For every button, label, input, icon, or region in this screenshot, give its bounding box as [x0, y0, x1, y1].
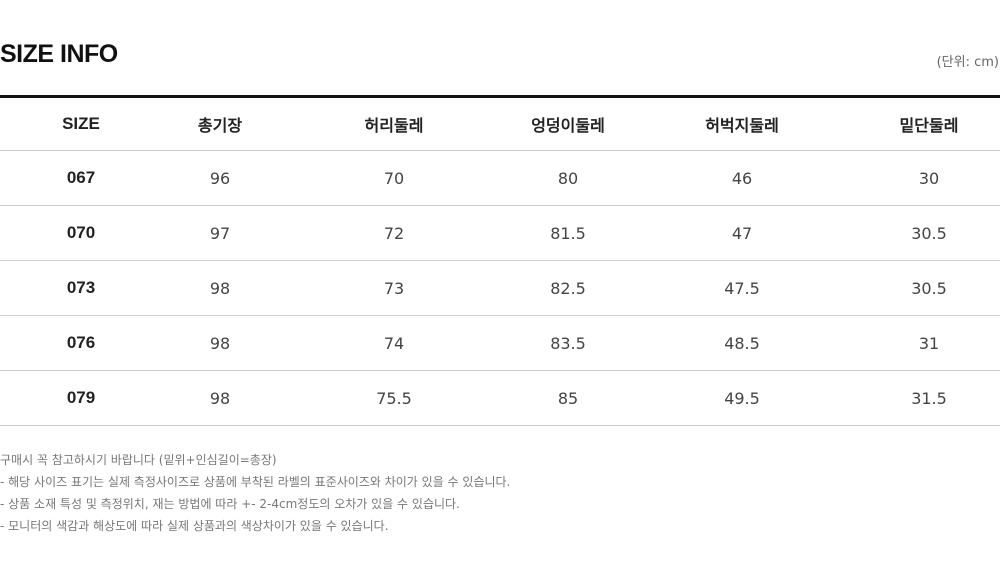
hem-cell: 31.5 [858, 370, 1000, 426]
size-cell: 076 [0, 315, 162, 371]
hem-cell: 30.5 [858, 205, 1000, 261]
size-table: SIZE 총기장 허리둘레 엉덩이둘레 허벅지둘레 밑단둘레 067 96 70… [0, 95, 1000, 426]
size-cell: 079 [0, 370, 162, 426]
size-cell: 067 [0, 150, 162, 206]
header-waist: 허리둘레 [278, 96, 510, 151]
waist-cell: 72 [278, 205, 510, 261]
thigh-cell: 46 [626, 150, 858, 206]
note-line: 구매시 꼭 참고하시기 바랍니다 (밑위+인심길이=총장) [0, 453, 277, 467]
total-length-cell: 96 [162, 150, 278, 206]
hem-cell: 30 [858, 150, 1000, 206]
waist-cell: 70 [278, 150, 510, 206]
table-row: 076 98 74 83.5 48.5 31 [0, 315, 1000, 371]
table-row: 079 98 75.5 85 49.5 31.5 [0, 370, 1000, 426]
waist-cell: 75.5 [278, 370, 510, 426]
thigh-cell: 47.5 [626, 260, 858, 316]
total-length-cell: 98 [162, 260, 278, 316]
note-line: - 해당 사이즈 표기는 실제 측정사이즈로 상품에 부착된 라벨의 표준사이즈… [0, 475, 511, 489]
table-row: 070 97 72 81.5 47 30.5 [0, 205, 1000, 261]
hip-cell: 83.5 [510, 315, 626, 371]
thigh-cell: 49.5 [626, 370, 858, 426]
total-length-cell: 97 [162, 205, 278, 261]
header-thigh: 허벅지둘레 [626, 96, 858, 151]
hip-cell: 80 [510, 150, 626, 206]
thigh-cell: 48.5 [626, 315, 858, 371]
thigh-cell: 47 [626, 205, 858, 261]
note-line: - 상품 소재 특성 및 측정위치, 재는 방법에 따라 +- 2-4cm정도의… [0, 497, 460, 511]
size-cell: 070 [0, 205, 162, 261]
page-title: SIZE INFO [0, 40, 118, 68]
table-header-row: SIZE 총기장 허리둘레 엉덩이둘레 허벅지둘레 밑단둘레 [0, 96, 1000, 151]
hem-cell: 31 [858, 315, 1000, 371]
header-hip: 엉덩이둘레 [510, 96, 626, 151]
total-length-cell: 98 [162, 315, 278, 371]
header-hem: 밑단둘레 [858, 96, 1000, 151]
hip-cell: 81.5 [510, 205, 626, 261]
hip-cell: 82.5 [510, 260, 626, 316]
hem-cell: 30.5 [858, 260, 1000, 316]
note-line: - 모니터의 색감과 해상도에 따라 실제 상품과의 색상차이가 있을 수 있습… [0, 519, 389, 533]
waist-cell: 73 [278, 260, 510, 316]
size-cell: 073 [0, 260, 162, 316]
size-notes: 구매시 꼭 참고하시기 바랍니다 (밑위+인심길이=총장) - 해당 사이즈 표… [0, 449, 510, 537]
total-length-cell: 98 [162, 370, 278, 426]
waist-cell: 74 [278, 315, 510, 371]
unit-label: (단위: cm) [936, 55, 999, 70]
header-total-length: 총기장 [162, 96, 278, 151]
table-row: 067 96 70 80 46 30 [0, 150, 1000, 206]
header-size: SIZE [0, 96, 162, 151]
hip-cell: 85 [510, 370, 626, 426]
table-row: 073 98 73 82.5 47.5 30.5 [0, 260, 1000, 316]
